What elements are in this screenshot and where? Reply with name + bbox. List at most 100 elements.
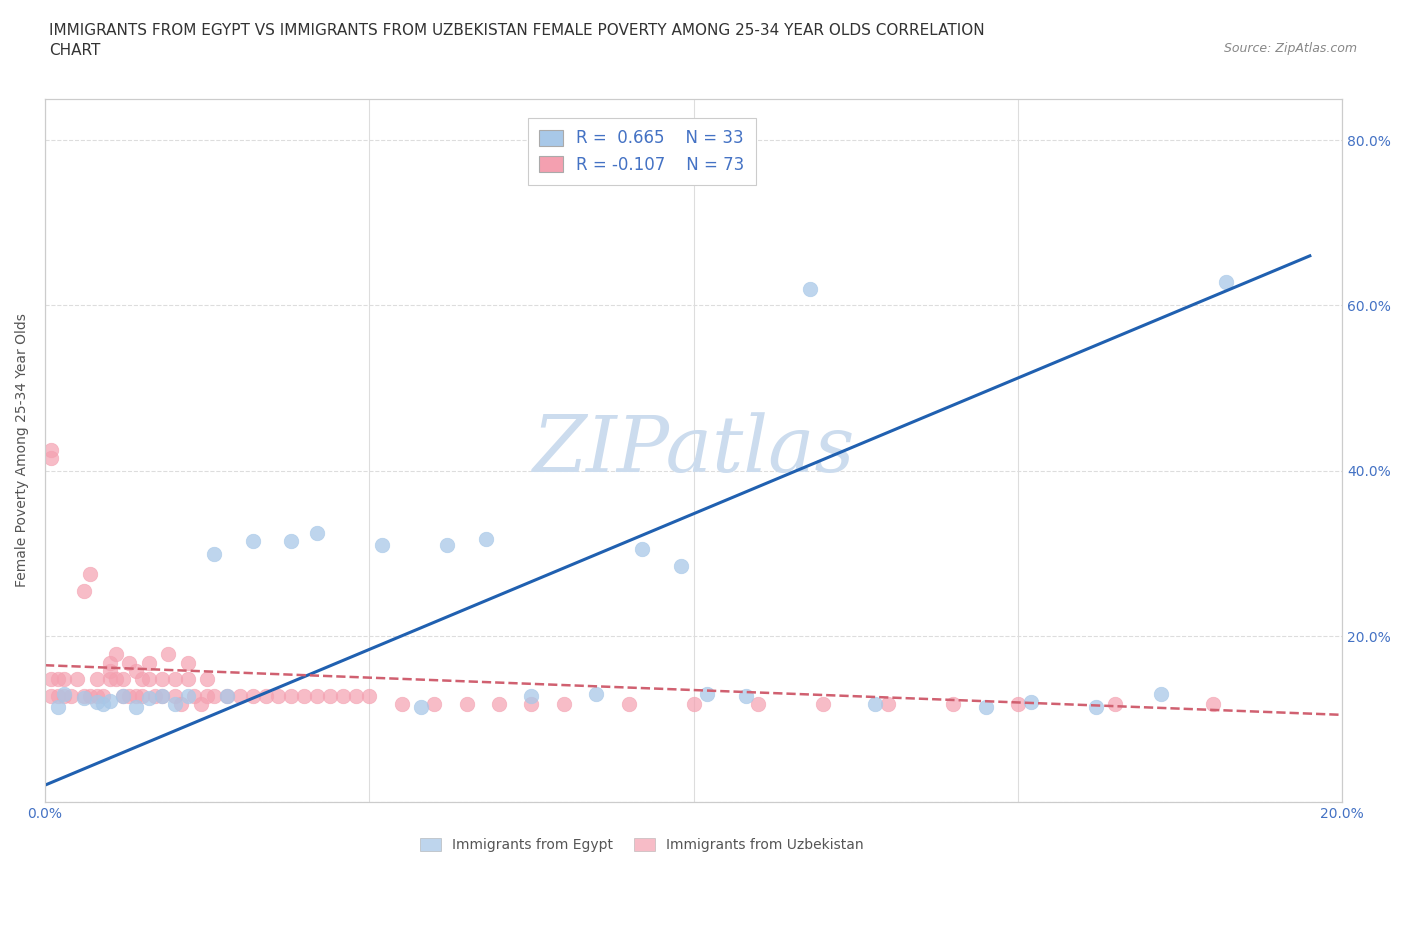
Point xyxy=(125,688,148,703)
Point xyxy=(176,656,198,671)
Point xyxy=(53,671,76,686)
Point xyxy=(942,697,965,711)
Point xyxy=(73,688,96,703)
Y-axis label: Female Poverty Among 25-34 Year Olds: Female Poverty Among 25-34 Year Olds xyxy=(15,313,30,587)
Point xyxy=(195,671,218,686)
Point xyxy=(734,688,756,703)
Point xyxy=(475,531,498,546)
Point xyxy=(157,647,180,662)
Point xyxy=(86,688,108,703)
Point xyxy=(190,697,212,711)
Point xyxy=(423,697,446,711)
Point xyxy=(93,697,115,711)
Point xyxy=(307,525,329,540)
Point xyxy=(150,688,173,703)
Point xyxy=(371,538,394,552)
Point xyxy=(131,671,153,686)
Point xyxy=(617,697,640,711)
Point xyxy=(138,691,160,706)
Point xyxy=(1019,695,1042,710)
Point xyxy=(307,688,329,703)
Point xyxy=(183,688,205,703)
Point xyxy=(66,671,89,686)
Point xyxy=(98,664,121,679)
Point xyxy=(59,688,82,703)
Point xyxy=(202,546,225,561)
Point xyxy=(163,671,186,686)
Point xyxy=(79,688,101,703)
Point xyxy=(319,688,342,703)
Point xyxy=(98,656,121,671)
Point xyxy=(131,688,153,703)
Text: ZIPatlas: ZIPatlas xyxy=(533,412,855,488)
Point xyxy=(332,688,354,703)
Point xyxy=(195,688,218,703)
Point xyxy=(125,664,148,679)
Point xyxy=(359,688,381,703)
Point xyxy=(520,697,543,711)
Point xyxy=(682,697,704,711)
Point xyxy=(696,686,718,701)
Point xyxy=(41,443,63,458)
Point xyxy=(150,688,173,703)
Point xyxy=(138,656,160,671)
Point xyxy=(1215,275,1237,290)
Point xyxy=(143,688,166,703)
Point xyxy=(242,534,264,549)
Point xyxy=(280,688,302,703)
Point xyxy=(98,671,121,686)
Point xyxy=(105,671,128,686)
Legend: Immigrants from Egypt, Immigrants from Uzbekistan: Immigrants from Egypt, Immigrants from U… xyxy=(415,833,869,858)
Point xyxy=(553,697,575,711)
Point xyxy=(138,671,160,686)
Point xyxy=(98,694,121,709)
Point xyxy=(1201,697,1223,711)
Point xyxy=(125,699,148,714)
Point xyxy=(118,688,141,703)
Point xyxy=(294,688,316,703)
Point xyxy=(53,688,76,703)
Point xyxy=(215,688,238,703)
Point xyxy=(1149,686,1171,701)
Point xyxy=(202,688,225,703)
Text: IMMIGRANTS FROM EGYPT VS IMMIGRANTS FROM UZBEKISTAN FEMALE POVERTY AMONG 25-34 Y: IMMIGRANTS FROM EGYPT VS IMMIGRANTS FROM… xyxy=(49,23,984,58)
Point xyxy=(1104,697,1126,711)
Point xyxy=(79,566,101,581)
Point xyxy=(585,686,607,701)
Point xyxy=(163,697,186,711)
Point xyxy=(73,583,96,598)
Point xyxy=(267,688,290,703)
Text: Source: ZipAtlas.com: Source: ZipAtlas.com xyxy=(1223,42,1357,55)
Point xyxy=(86,695,108,710)
Point xyxy=(877,697,900,711)
Point xyxy=(747,697,769,711)
Point xyxy=(111,688,134,703)
Point xyxy=(813,697,835,711)
Point xyxy=(488,697,510,711)
Point xyxy=(799,282,821,297)
Point xyxy=(1007,697,1029,711)
Point xyxy=(456,697,478,711)
Point xyxy=(215,688,238,703)
Point xyxy=(176,671,198,686)
Point xyxy=(176,688,198,703)
Point xyxy=(630,542,652,557)
Point xyxy=(391,697,413,711)
Point xyxy=(118,656,141,671)
Point xyxy=(73,691,96,706)
Point xyxy=(344,688,367,703)
Point xyxy=(170,697,193,711)
Point xyxy=(242,688,264,703)
Point xyxy=(46,699,69,714)
Point xyxy=(46,688,69,703)
Point xyxy=(111,688,134,703)
Point xyxy=(280,534,302,549)
Point xyxy=(436,538,458,552)
Point xyxy=(46,671,69,686)
Point xyxy=(105,647,128,662)
Point xyxy=(111,671,134,686)
Point xyxy=(228,688,250,703)
Point xyxy=(163,688,186,703)
Point xyxy=(93,688,115,703)
Point xyxy=(974,699,997,714)
